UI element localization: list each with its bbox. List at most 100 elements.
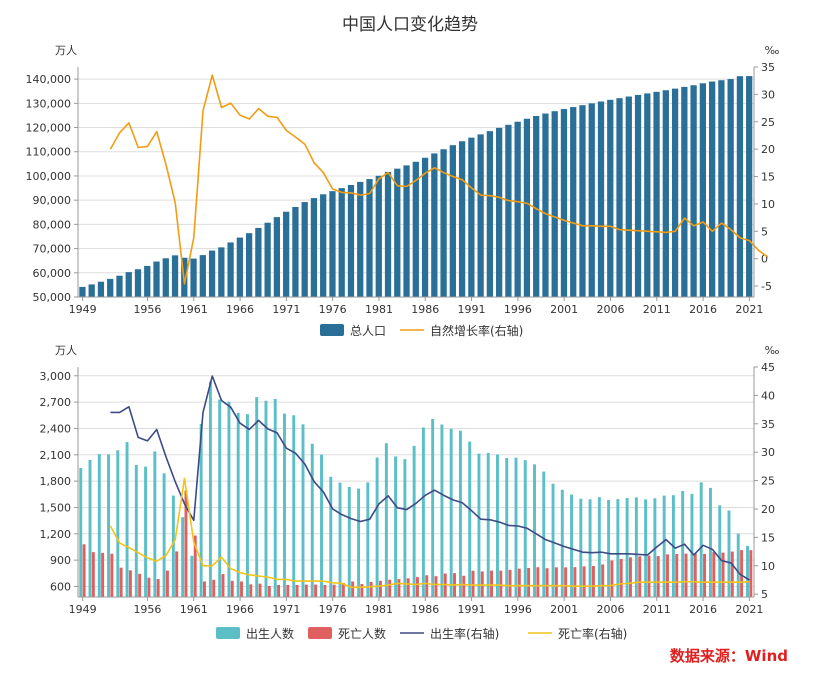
x-tick-label: 1966 xyxy=(226,303,254,316)
y-left-tick-label: 60,000 xyxy=(33,267,72,280)
bar xyxy=(116,275,123,297)
x-tick-label: 2001 xyxy=(550,303,578,316)
data-source-label: 数据来源：Wind xyxy=(670,647,788,665)
bar xyxy=(193,535,197,597)
bar xyxy=(468,137,475,297)
legend-label: 死亡率(右轴) xyxy=(558,626,627,641)
bar xyxy=(431,153,438,297)
y-right-tick-label: 25 xyxy=(761,116,775,129)
bar xyxy=(314,584,318,597)
bar xyxy=(421,427,425,597)
bar xyxy=(416,577,419,597)
bar xyxy=(749,550,753,597)
bar xyxy=(718,80,725,297)
bar xyxy=(394,456,398,597)
bar xyxy=(323,584,327,597)
x-tick-label: 1976 xyxy=(319,603,347,616)
bar xyxy=(542,471,546,597)
y-right-tick-label: 25 xyxy=(761,475,775,488)
series-line xyxy=(110,375,750,581)
bar xyxy=(338,188,345,297)
bar xyxy=(505,458,509,597)
bar xyxy=(709,81,716,297)
y-left-tick-label: 2,100 xyxy=(40,449,72,462)
bar xyxy=(533,116,540,297)
bar xyxy=(171,495,175,597)
bar xyxy=(199,255,206,297)
bar xyxy=(601,564,605,597)
bar xyxy=(425,575,429,597)
bar xyxy=(736,76,744,297)
bar xyxy=(746,545,749,597)
bar xyxy=(496,127,503,297)
bar xyxy=(190,258,197,297)
x-tick-label: 1971 xyxy=(272,603,300,616)
bar xyxy=(156,579,160,597)
bar xyxy=(357,488,361,597)
x-tick-label: 2021 xyxy=(735,603,763,616)
bar xyxy=(329,476,333,597)
bar xyxy=(579,498,583,597)
bar xyxy=(320,454,323,597)
bar xyxy=(388,579,392,597)
bar xyxy=(666,554,669,597)
bar xyxy=(499,570,503,597)
bar xyxy=(712,552,716,597)
x-tick-label: 1956 xyxy=(133,303,161,316)
bar xyxy=(134,269,142,297)
x-tick-label: 1996 xyxy=(504,303,532,316)
bar xyxy=(369,581,373,597)
bar xyxy=(477,134,484,297)
bar xyxy=(107,278,114,297)
bar xyxy=(634,94,642,298)
bar xyxy=(458,141,466,297)
x-tick-label: 1986 xyxy=(411,603,439,616)
y-right-tick-label: 40 xyxy=(761,389,775,402)
bar xyxy=(236,412,240,597)
x-tick-label: 1949 xyxy=(69,603,97,616)
bar xyxy=(434,576,438,597)
y-right-tick-label: 15 xyxy=(761,171,775,184)
bar xyxy=(341,582,345,597)
bar xyxy=(320,194,327,297)
legend-label: 死亡人数 xyxy=(338,626,386,641)
bar xyxy=(119,567,123,597)
bar xyxy=(125,272,132,297)
bar xyxy=(292,206,299,297)
x-tick-label: 2006 xyxy=(596,303,624,316)
bar xyxy=(653,91,660,297)
chart-title: 中国人口变化趋势 xyxy=(342,15,478,35)
bar xyxy=(746,76,753,297)
bar xyxy=(203,581,206,597)
bar xyxy=(366,179,373,297)
bar xyxy=(403,459,407,597)
bar xyxy=(245,233,253,297)
bar xyxy=(527,568,531,597)
y-left-tick-label: 1,800 xyxy=(40,475,72,488)
y-left-tick-label: 140,000 xyxy=(26,73,72,86)
bar xyxy=(292,415,296,597)
bar xyxy=(573,567,577,597)
bar xyxy=(277,584,281,597)
x-tick-label: 2011 xyxy=(643,603,671,616)
bar xyxy=(403,165,410,297)
bar xyxy=(221,574,225,597)
bar xyxy=(397,579,401,597)
legend: 总人口 自然增长率(右轴) xyxy=(320,323,523,338)
bar xyxy=(625,497,629,597)
bar xyxy=(240,581,243,597)
y-right-tick-label: 0 xyxy=(761,253,768,266)
bar xyxy=(88,459,92,597)
y-right-tick-label: -5 xyxy=(761,280,772,293)
bar xyxy=(736,533,740,597)
bar xyxy=(181,517,185,597)
bar xyxy=(634,497,638,597)
bar xyxy=(514,457,518,597)
y-left-tick-label: 600 xyxy=(50,580,71,593)
bar xyxy=(338,482,342,597)
y-right-tick-label: 35 xyxy=(761,418,775,431)
bar xyxy=(644,499,648,597)
legend-label: 出生率(右轴) xyxy=(430,626,499,641)
bar xyxy=(190,555,194,597)
bar xyxy=(551,111,558,297)
